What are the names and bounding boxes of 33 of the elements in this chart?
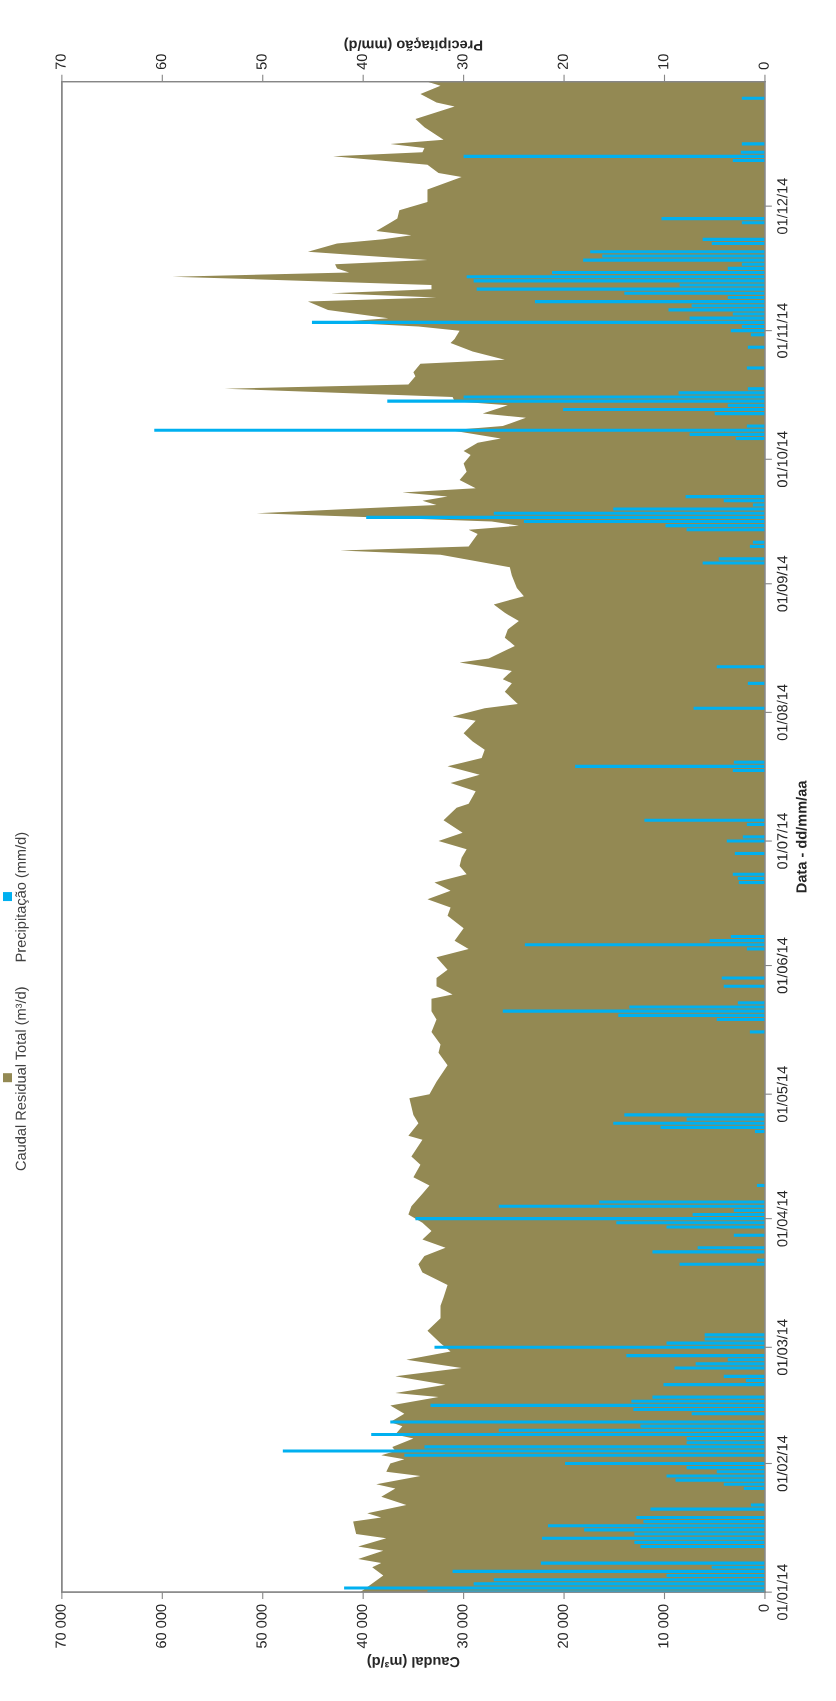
x-tick-label: 70 000 bbox=[55, 1604, 66, 1648]
y-axis-title: Data - dd/mm/aa bbox=[795, 780, 807, 893]
y-tick-label: 01/10/14 bbox=[776, 431, 788, 488]
x-tick-label: 60 000 bbox=[155, 1604, 167, 1648]
x-tick-label: 10 000 bbox=[658, 1604, 669, 1648]
x-tick-label: 0 bbox=[758, 1604, 769, 1612]
y-tick-label: 01/03/14 bbox=[776, 1319, 788, 1376]
x-tick-label: 50 000 bbox=[256, 1604, 267, 1648]
y-tick-label: 01/12/14 bbox=[776, 178, 788, 234]
x2-axis-title: Precipitação (mm/d) bbox=[344, 37, 483, 52]
x-tick-label: 30 000 bbox=[457, 1604, 468, 1648]
x2-tick-label: 60 bbox=[155, 54, 167, 70]
x2-tick-label: 20 bbox=[557, 54, 568, 70]
y-tick-label: 01/09/14 bbox=[776, 555, 788, 612]
y-tick-label: 01/04/14 bbox=[776, 1190, 788, 1247]
y-tick-label: 01/05/14 bbox=[776, 1066, 788, 1122]
x2-tick-label: 40 bbox=[356, 54, 368, 70]
y-tick-label: 01/01/14 bbox=[776, 1564, 788, 1620]
x-axis-title: Caudal (m³/d) bbox=[367, 1654, 460, 1668]
legend-label: Precipitação (mm/d) bbox=[15, 832, 29, 962]
x2-tick-label: 10 bbox=[658, 54, 669, 69]
x2-tick-label: 0 bbox=[758, 62, 769, 70]
y-tick-label: 01/07/14 bbox=[776, 813, 788, 869]
x2-tick-label: 70 bbox=[55, 54, 66, 70]
x2-tick-label: 30 bbox=[457, 54, 468, 70]
y-tick-label: 01/06/14 bbox=[776, 937, 788, 994]
y-tick-label: 01/02/14 bbox=[776, 1435, 788, 1492]
y-tick-label: 01/11/14 bbox=[776, 303, 788, 358]
y-tick-label: 01/08/14 bbox=[776, 684, 788, 741]
x-tick-label: 40 000 bbox=[356, 1604, 368, 1649]
x-tick-label: 20 000 bbox=[557, 1604, 568, 1648]
x2-tick-label: 50 bbox=[256, 54, 267, 70]
legend-label: Caudal Residual Total (m³/d) bbox=[15, 987, 29, 1171]
